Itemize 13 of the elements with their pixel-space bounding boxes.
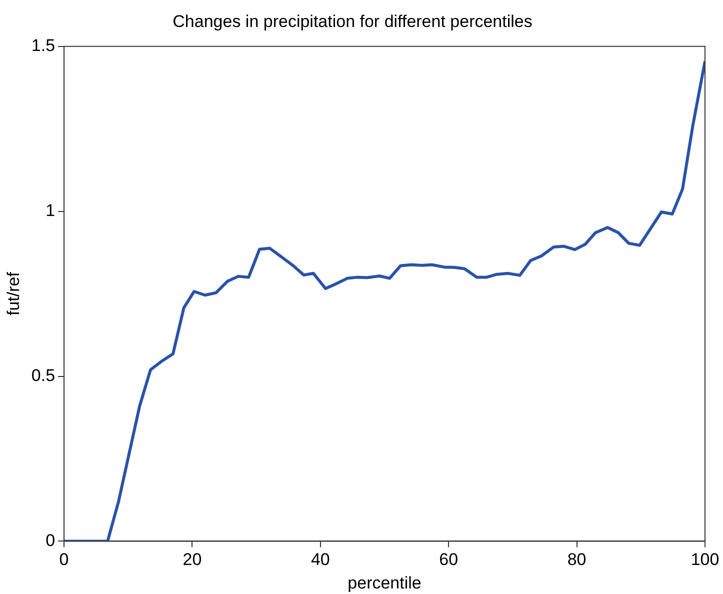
x-tick-label: 80 xyxy=(567,550,586,570)
x-tick-label: 20 xyxy=(182,550,202,570)
x-tick-label: 100 xyxy=(690,550,720,570)
y-tick-label: 0 xyxy=(46,530,56,550)
y-axis-title: fut/ref xyxy=(4,272,23,316)
chart-title: Changes in precipitation for different percentiles xyxy=(172,12,532,31)
x-axis-title: percentile xyxy=(348,573,422,592)
y-tick-label: 0.5 xyxy=(31,366,56,385)
x-tick-label: 60 xyxy=(439,550,458,570)
y-tick-label: 1.5 xyxy=(31,36,56,56)
x-tick-label: 0 xyxy=(59,550,69,570)
x-tick-label: 40 xyxy=(310,550,330,570)
y-tick-label: 1 xyxy=(46,201,56,220)
